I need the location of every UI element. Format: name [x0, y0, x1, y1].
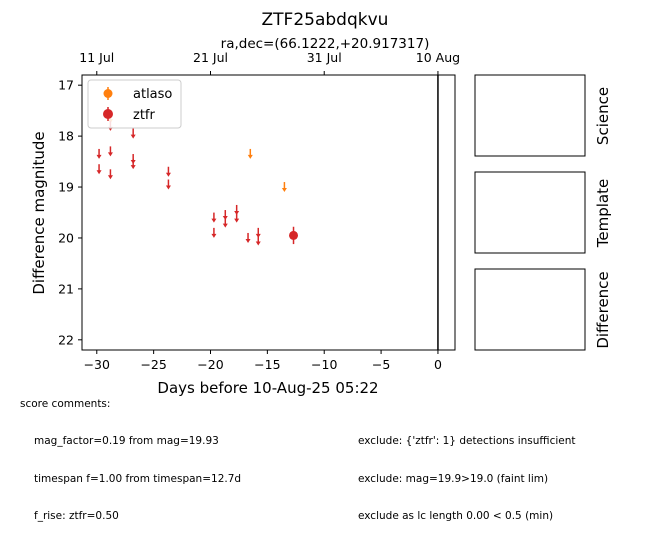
upper-limit-arrow	[281, 188, 287, 193]
legend: atlaso ztfr	[87, 79, 182, 129]
score-comments: mag_factor=0.19 from mag=19.93 timespan …	[34, 410, 241, 535]
difference-panel	[474, 268, 586, 351]
template-panel-label: Template	[594, 179, 612, 248]
upper-limit-arrow	[255, 241, 261, 246]
science-panel-label: Science	[594, 87, 612, 145]
legend-ztfr-label: ztfr	[133, 108, 155, 123]
x-tick-label: 0	[434, 357, 442, 372]
top-tick-label: 10 Aug	[416, 50, 460, 65]
exclude-comment-line: exclude as lc length 0.00 < 0.5 (min)	[358, 510, 554, 522]
x-tick-label: −10	[311, 357, 337, 372]
y-tick-label: 20	[58, 230, 74, 245]
series-ztfr	[96, 120, 299, 246]
upper-limit-arrow	[247, 154, 253, 159]
upper-limit-arrow	[165, 185, 171, 190]
upper-limit-arrow	[165, 172, 171, 177]
y-axis-label: Difference magnitude	[30, 131, 48, 294]
upper-limit-arrow	[234, 218, 240, 223]
x-tick-label: −20	[197, 357, 223, 372]
legend-atlaso-label: atlaso	[133, 87, 172, 102]
plot-area	[96, 75, 439, 350]
top-date-axis: 11 Jul 21 Jul 31 Jul 10 Aug	[79, 50, 460, 75]
y-tick-label: 21	[58, 281, 74, 296]
score-comment-line: timespan f=1.00 from timespan=12.7d	[34, 472, 242, 485]
upper-limit-arrow	[130, 134, 136, 139]
upper-limit-arrow	[96, 154, 102, 159]
upper-limit-arrow	[245, 238, 251, 243]
chart-subtitle: ra,dec=(66.1222,+20.917317)	[221, 36, 430, 52]
y-tick-label: 18	[58, 129, 74, 144]
x-tick-label: −25	[140, 357, 166, 372]
score-comments-header: score comments:	[20, 398, 111, 410]
plot-frame	[81, 74, 456, 351]
upper-limit-arrow	[211, 233, 217, 238]
exclude-comment-line: exclude: mag=19.9>19.0 (faint lim)	[358, 472, 549, 485]
detection-point	[289, 230, 299, 240]
top-tick-label: 21 Jul	[193, 50, 228, 65]
score-comment-line: f_rise: ztfr=0.50	[34, 510, 119, 522]
light-curve-figure: ZTF25abdqkvu ra,dec=(66.1222,+20.917317)…	[30, 10, 612, 397]
chart-title: ZTF25abdqkvu	[262, 10, 389, 30]
difference-panel-label: Difference	[594, 271, 612, 348]
science-panel	[474, 74, 586, 157]
y-tick-label: 17	[58, 78, 74, 93]
upper-limit-arrow	[130, 165, 136, 170]
y-axis: 17 18 19 20 21 22	[58, 78, 82, 347]
x-axis: −30 −25 −20 −15 −10 −5 0	[84, 350, 442, 372]
upper-limit-arrow	[222, 223, 228, 228]
x-tick-label: −30	[84, 357, 110, 372]
x-tick-label: −15	[254, 357, 280, 372]
top-tick-label: 31 Jul	[307, 50, 342, 65]
score-comment-line: mag_factor=0.19 from mag=19.93	[34, 435, 219, 447]
upper-limit-arrow	[96, 170, 102, 175]
upper-limit-arrow	[211, 218, 217, 223]
exclude-comment-line: exclude: {'ztfr': 1} detections insuffic…	[358, 435, 576, 447]
upper-limit-arrow	[107, 152, 113, 157]
top-tick-label: 11 Jul	[79, 50, 114, 65]
legend-atlaso-marker	[103, 89, 113, 98]
legend-ztfr-marker	[103, 109, 113, 119]
exclude-comments: exclude: {'ztfr': 1} detections insuffic…	[358, 410, 576, 535]
upper-limit-arrow	[107, 175, 113, 180]
x-tick-label: −5	[372, 357, 390, 372]
template-panel	[474, 171, 586, 254]
y-tick-label: 22	[58, 332, 74, 347]
y-tick-label: 19	[58, 180, 74, 195]
x-axis-label: Days before 10-Aug-25 05:22	[157, 379, 378, 397]
